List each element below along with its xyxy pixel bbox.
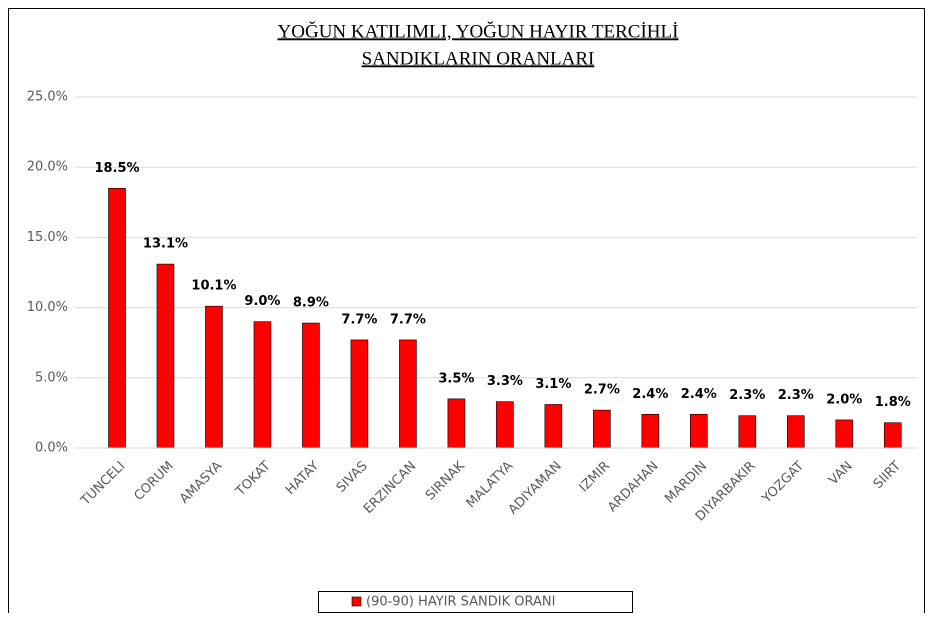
bar [690, 414, 708, 449]
bar [205, 305, 223, 449]
bar [883, 422, 902, 449]
bar [641, 414, 660, 449]
y-tick-label: 25.0% [27, 90, 68, 105]
bar [302, 322, 320, 449]
y-tick-label: 5.0% [35, 370, 68, 385]
value-label: 3.5% [438, 371, 474, 386]
y-tick-label: 10.0% [27, 300, 68, 315]
chart-title: SANDIKLARIN ORANLARI [362, 48, 595, 69]
chart-title: YOĞUN KATILIMLI, YOĞUN HAYIR TERCİHLİ [278, 20, 679, 42]
bar [496, 401, 514, 449]
bar [156, 263, 175, 449]
chart-border [8, 8, 925, 617]
bar [253, 321, 272, 449]
value-label: 7.7% [390, 312, 426, 327]
bar [108, 187, 126, 449]
value-label: 1.8% [875, 395, 911, 410]
legend-swatch [351, 596, 362, 607]
value-label: 13.1% [143, 237, 188, 252]
value-label: 3.3% [487, 374, 523, 389]
bar [786, 415, 805, 449]
y-tick-label: 20.0% [27, 160, 68, 175]
bar [738, 415, 757, 449]
bar [399, 339, 417, 449]
value-label: 8.9% [293, 296, 329, 311]
bar [350, 339, 369, 449]
value-label: 2.0% [826, 392, 862, 407]
bar [593, 409, 611, 449]
value-label: 2.3% [729, 388, 765, 403]
y-tick-label: 0.0% [35, 441, 68, 456]
value-label: 2.7% [584, 383, 620, 398]
value-label: 9.0% [244, 294, 280, 309]
bar [544, 404, 563, 449]
y-tick-label: 15.0% [27, 230, 68, 245]
value-label: 2.4% [632, 387, 668, 402]
value-label: 2.4% [681, 387, 717, 402]
bar [835, 419, 854, 449]
value-label: 18.5% [94, 161, 139, 176]
value-label: 10.1% [191, 279, 236, 294]
value-label: 7.7% [341, 312, 377, 327]
value-label: 3.1% [535, 377, 571, 392]
bar [447, 398, 466, 449]
legend-label: (90-90) HAYIR SANDIK ORANI [366, 595, 555, 610]
value-label: 2.3% [778, 388, 814, 403]
